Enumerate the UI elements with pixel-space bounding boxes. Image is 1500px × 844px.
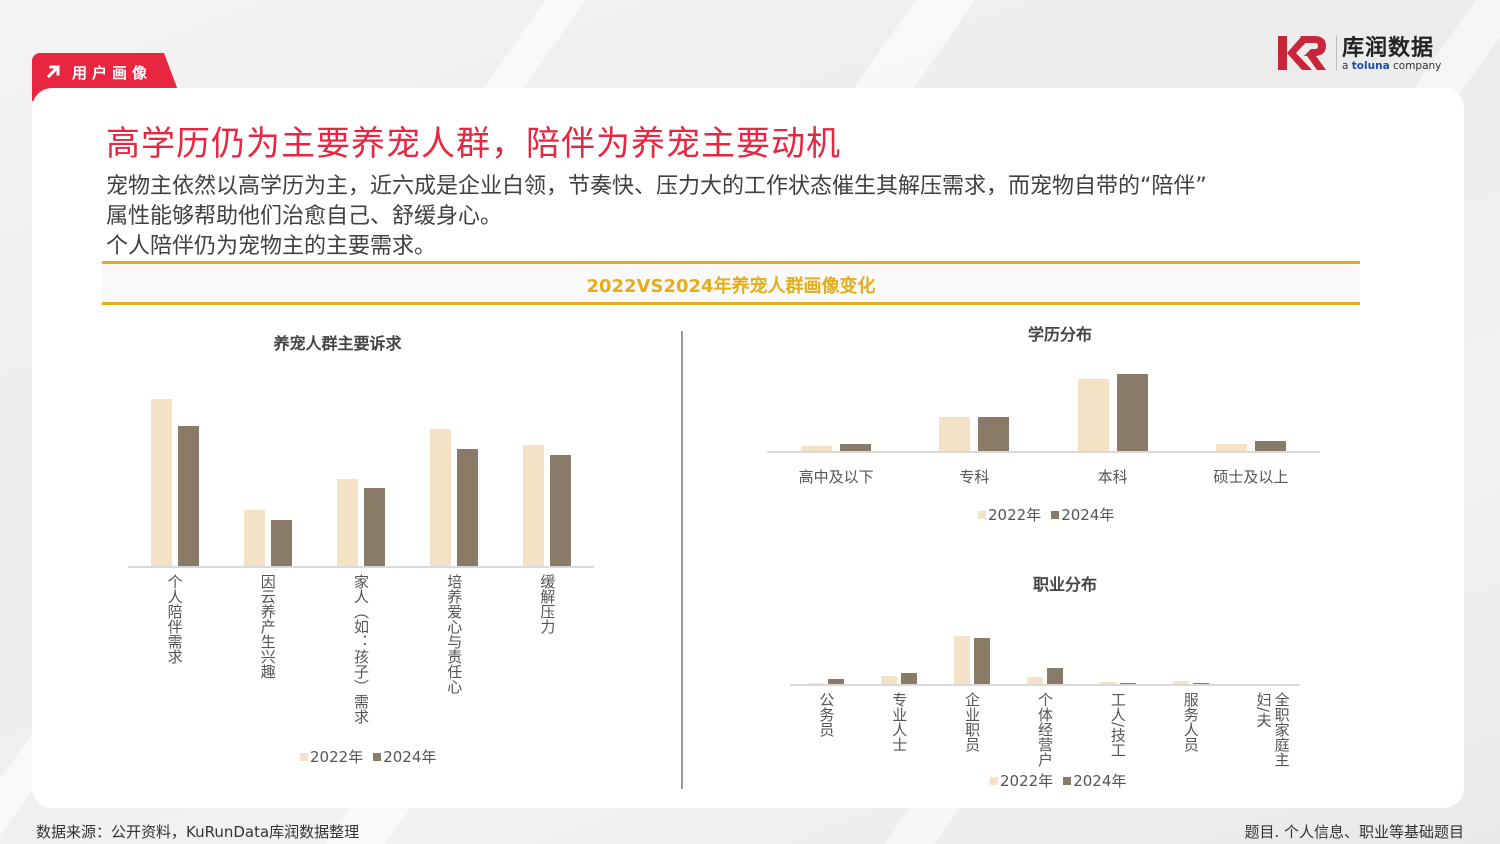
bar-2024 (457, 449, 479, 566)
x-tick-label: 本科 (1097, 468, 1128, 486)
section-band: 2022VS2024年养宠人群画像变化 (102, 261, 1360, 305)
bar-2022 (1099, 682, 1116, 684)
legend-2024: 2024年 (1051, 506, 1114, 524)
bar-2024 (1047, 668, 1063, 684)
x-tick-label: 专业人士 (890, 692, 909, 752)
bar-2024 (1116, 374, 1148, 451)
band-title: 2022VS2024年养宠人群画像变化 (586, 276, 876, 297)
bar-2022 (337, 479, 358, 566)
x-tick-label: 企业职员 (963, 692, 982, 752)
bar-2022 (808, 683, 825, 684)
legend-2022: 2022年 (990, 772, 1053, 790)
chart-title: 职业分布 (1032, 575, 1097, 594)
legend-2022: 2022年 (978, 506, 1041, 524)
slide-title: 高学历仍为主要养宠人群，陪伴为养宠主要动机 (106, 124, 841, 164)
description-line: 宠物主依然以高学历为主，近六成是企业白领，节奏快、压力大的工作状态催生其解压需求… (106, 174, 1207, 199)
brand-logo: 库润数据 a toluna company (1276, 32, 1456, 76)
bar-2022 (801, 446, 833, 451)
bar-2022 (523, 445, 545, 566)
bar-2024 (828, 679, 845, 684)
bar-2022 (1172, 681, 1189, 684)
chart-title: 养宠人群主要诉求 (273, 334, 402, 353)
bar-2024 (840, 444, 872, 451)
bar-2024 (270, 520, 292, 566)
legend-2022: 2022年 (300, 748, 363, 766)
x-tick-label: 专科 (959, 468, 990, 486)
bar-2022 (1215, 444, 1247, 451)
x-axis (128, 566, 594, 568)
question-note: 题目. 个人信息、职业等基础题目 (1244, 823, 1464, 841)
x-tick-label: 高中及以下 (798, 468, 874, 486)
chart-legend: 2022年 2024年 (990, 770, 1136, 791)
logo-tagline: a toluna company (1342, 60, 1442, 72)
bar-2024 (177, 426, 199, 566)
bar-2024 (978, 417, 1010, 451)
bar-2024 (550, 455, 572, 566)
x-axis (767, 451, 1320, 453)
kr-logo-icon (1278, 36, 1326, 70)
x-tick-label: 家人（如：孩子）需求 (352, 574, 370, 724)
description-line: 属性能够帮助他们治愈自己、舒缓身心。 (106, 204, 503, 229)
logo-brand-cn: 库润数据 (1342, 36, 1435, 61)
x-tick-label: 服务人员 (1181, 692, 1200, 752)
logo-separator (1336, 36, 1337, 70)
bar-2024 (901, 673, 918, 684)
x-tick-label: 培养爱心与责任心 (445, 574, 464, 694)
bar-2022 (881, 676, 898, 684)
bar-2024 (1254, 441, 1286, 451)
bar-2022 (430, 429, 452, 566)
vertical-divider (681, 331, 683, 789)
x-tick-label: 因云养产生兴趣 (258, 574, 277, 679)
bar-2022 (150, 399, 172, 566)
x-tick-label: 个体经营户 (1036, 692, 1054, 767)
x-tick-label: 个人陪伴需求 (165, 574, 184, 664)
chart-legend: 2022年 2024年 (978, 504, 1124, 525)
chart-legend: 2022年 2024年 (300, 746, 446, 767)
bar-2024 (1192, 683, 1209, 684)
section-tag-label: 用户画像 (72, 64, 153, 82)
legend-2024: 2024年 (1063, 772, 1126, 790)
bar-2022 (1077, 379, 1109, 451)
bar-2024 (364, 488, 385, 566)
slide-description: 宠物主依然以高学历为主，近六成是企业白领，节奏快、压力大的工作状态催生其解压需求… (106, 172, 1396, 262)
bar-2022 (954, 636, 971, 684)
legend-2024: 2024年 (373, 748, 436, 766)
x-tick-label: 工人/技工 (1108, 692, 1127, 758)
bar-2022 (243, 510, 265, 566)
chart-title: 学历分布 (1027, 325, 1092, 344)
x-tick-label: 硕士及以上 (1213, 468, 1289, 486)
data-source: 数据来源：公开资料，KuRunData库润数据整理 (36, 823, 360, 841)
bar-2024 (974, 638, 991, 684)
x-axis (790, 684, 1300, 686)
x-tick-label: 公务员 (817, 692, 836, 737)
bar-2022 (939, 417, 971, 451)
x-tick-label: 缓解压力 (538, 574, 557, 634)
description-line: 个人陪伴仍为宠物主的主要需求。 (106, 234, 437, 259)
arrow-up-right-icon (46, 65, 60, 79)
x-tick-label: 全职家庭主妇/夫 (1254, 692, 1291, 767)
bar-2024 (1119, 683, 1136, 684)
bar-2022 (1027, 677, 1043, 684)
